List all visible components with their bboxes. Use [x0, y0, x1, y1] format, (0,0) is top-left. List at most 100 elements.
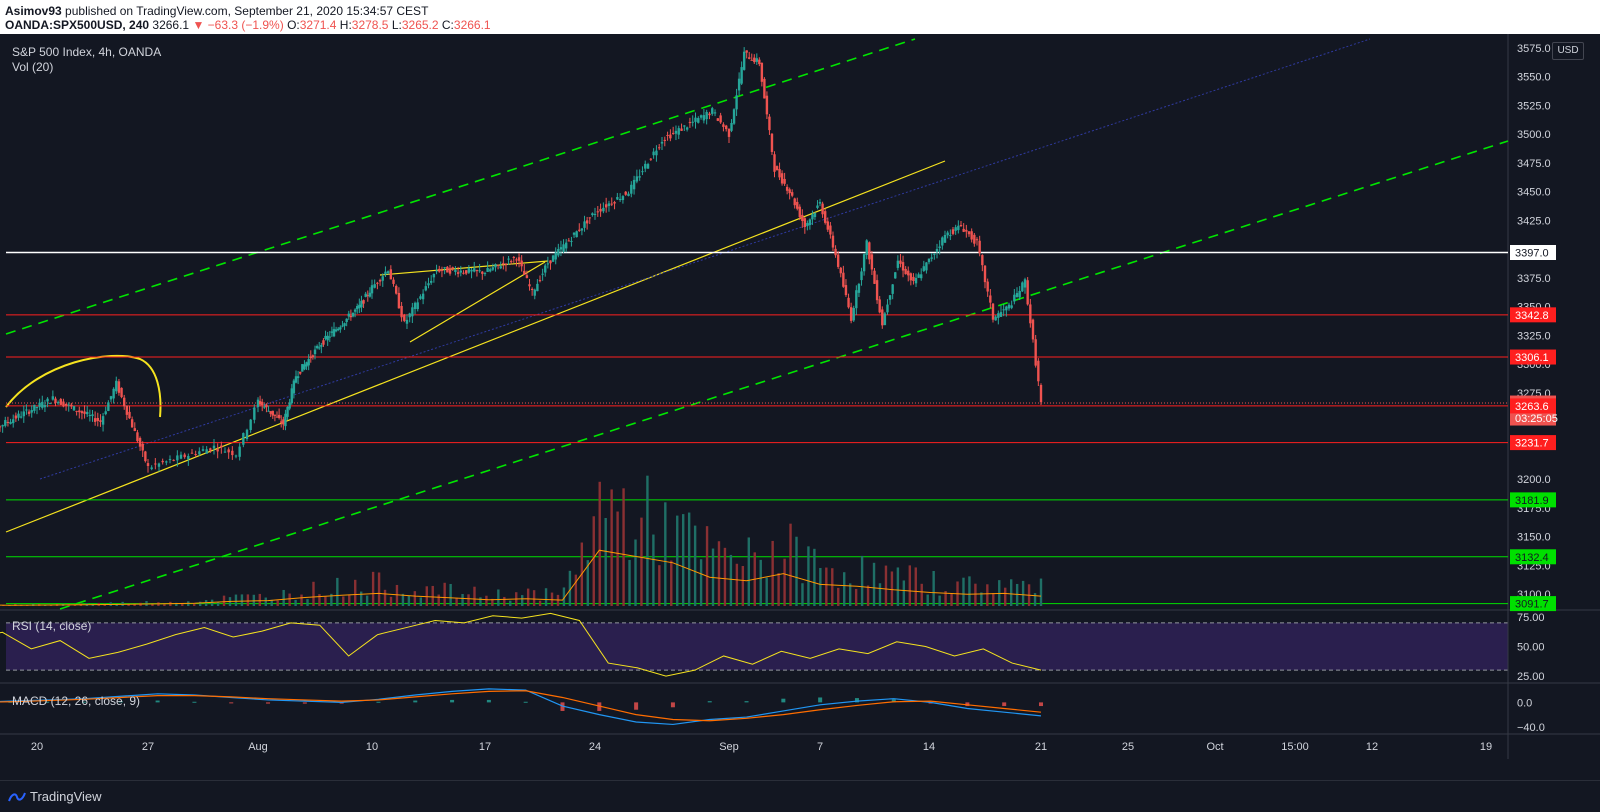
price-tick-label: 3325.0: [1517, 330, 1551, 342]
upper-channel-line[interactable]: [5, 38, 916, 335]
volume-bar: [216, 601, 220, 606]
candle-body: [368, 292, 372, 297]
price-tick-label: 3425.0: [1517, 215, 1551, 227]
candle-body: [868, 242, 871, 260]
volume-bar: [318, 594, 321, 606]
candle-body: [938, 246, 941, 249]
publisher-name[interactable]: Asimov93: [5, 4, 62, 18]
candle-body: [205, 449, 208, 454]
volume-bar: [992, 593, 995, 606]
macd-legend[interactable]: MACD (12, 26, close, 9): [12, 694, 141, 708]
candle-body: [72, 406, 76, 411]
price-change: ▼ −63.3 (−1.9%): [192, 18, 284, 32]
candle-body: [303, 364, 306, 370]
candle-body: [604, 204, 608, 208]
candle-body: [49, 403, 52, 405]
candle-body: [635, 176, 639, 182]
candle-body: [855, 290, 858, 309]
candle-body: [546, 263, 550, 265]
volume-bar: [574, 574, 578, 606]
candle-body: [67, 404, 70, 406]
candle-body: [796, 201, 799, 209]
candle-body: [128, 411, 131, 419]
low-value: 3265.2: [401, 18, 439, 32]
brand-label: TradingView: [30, 789, 102, 804]
candle-body: [538, 280, 542, 282]
chart-area[interactable]: 3575.0 3550.0 3525.0 3500.0 3475.0 3450.0 3425…: [0, 34, 1600, 780]
candle-body: [91, 414, 94, 417]
candle-body: [475, 270, 479, 272]
low-label: L:: [391, 18, 402, 32]
volume-bar: [509, 600, 512, 606]
candle-body: [51, 396, 55, 400]
volume-bar: [926, 594, 929, 606]
candle-body: [9, 421, 12, 424]
publish-line: Asimov93 published on TradingView.com, S…: [5, 4, 428, 18]
candle-body: [245, 429, 249, 440]
candle-body: [349, 315, 353, 318]
volume-bar: [944, 591, 947, 606]
macd-histogram-bar: [707, 701, 712, 703]
volume-bar: [1009, 579, 1013, 606]
candle-body: [758, 59, 761, 65]
candle-body: [925, 262, 928, 271]
tradingview-brand[interactable]: TradingView: [8, 789, 102, 804]
yellow-trendline[interactable]: [5, 160, 946, 533]
currency-button[interactable]: USD: [1552, 42, 1584, 60]
candle-body: [975, 239, 979, 241]
candle-body: [6, 421, 10, 423]
volume-bar: [843, 572, 846, 606]
candle-body: [136, 432, 139, 442]
price-chart-svg[interactable]: 3575.0 3550.0 3525.0 3500.0 3475.0 3450.0 3425…: [0, 34, 1600, 780]
volume-bar: [151, 603, 154, 606]
volume-bar: [389, 596, 393, 606]
macd-histogram-bar: [854, 698, 859, 703]
candle-body: [101, 416, 105, 425]
candle-body: [962, 228, 965, 232]
chart-title[interactable]: S&P 500 Index, 4h, OANDA: [12, 45, 162, 59]
price-tag-bg: [1510, 549, 1556, 565]
candle-body: [176, 455, 179, 461]
candle-body: [351, 312, 355, 317]
price-tag-label: 3091.7: [1515, 599, 1549, 611]
candle-body: [994, 316, 997, 321]
wedge-upper-line[interactable]: [379, 260, 549, 276]
candle-body: [408, 313, 411, 318]
rsi-tick-label: 50.00: [1517, 642, 1545, 654]
volume-bar: [604, 517, 607, 606]
candle-body: [364, 293, 367, 297]
candle-body: [294, 376, 298, 383]
time-tick-label: 15:00: [1281, 741, 1309, 753]
candle-body: [165, 461, 168, 463]
candle-body: [663, 139, 666, 141]
candle-body: [454, 269, 457, 272]
volume-bar: [461, 594, 464, 606]
candle-body: [844, 285, 848, 296]
candle-body: [914, 277, 918, 284]
rsi-legend[interactable]: RSI (14, close): [12, 619, 92, 633]
volume-bar: [115, 604, 118, 606]
candle-body: [688, 122, 692, 124]
candle-body: [75, 410, 78, 412]
candle-body: [341, 325, 344, 327]
candle-body: [727, 128, 731, 137]
candle-body: [30, 410, 33, 413]
high-value: 3278.5: [351, 18, 389, 32]
candle-body: [1029, 304, 1032, 324]
candle-body: [389, 269, 393, 280]
candle-body: [713, 112, 717, 114]
macd-layer: [0, 688, 1043, 726]
candle-body: [580, 228, 584, 231]
volume-bar: [419, 597, 423, 606]
candle-body: [658, 147, 661, 149]
macd-histogram-bar: [634, 702, 639, 710]
candle-body: [621, 196, 625, 201]
price-tag-label: 3263.6: [1515, 401, 1549, 413]
macd-histogram-bar: [670, 702, 675, 708]
volume-bar: [371, 571, 375, 606]
candle-body: [826, 221, 829, 230]
wedge-lower-line[interactable]: [409, 261, 546, 343]
volume-legend[interactable]: Vol (20): [12, 60, 54, 74]
candle-body: [1034, 339, 1037, 366]
volume-bar: [878, 583, 882, 606]
